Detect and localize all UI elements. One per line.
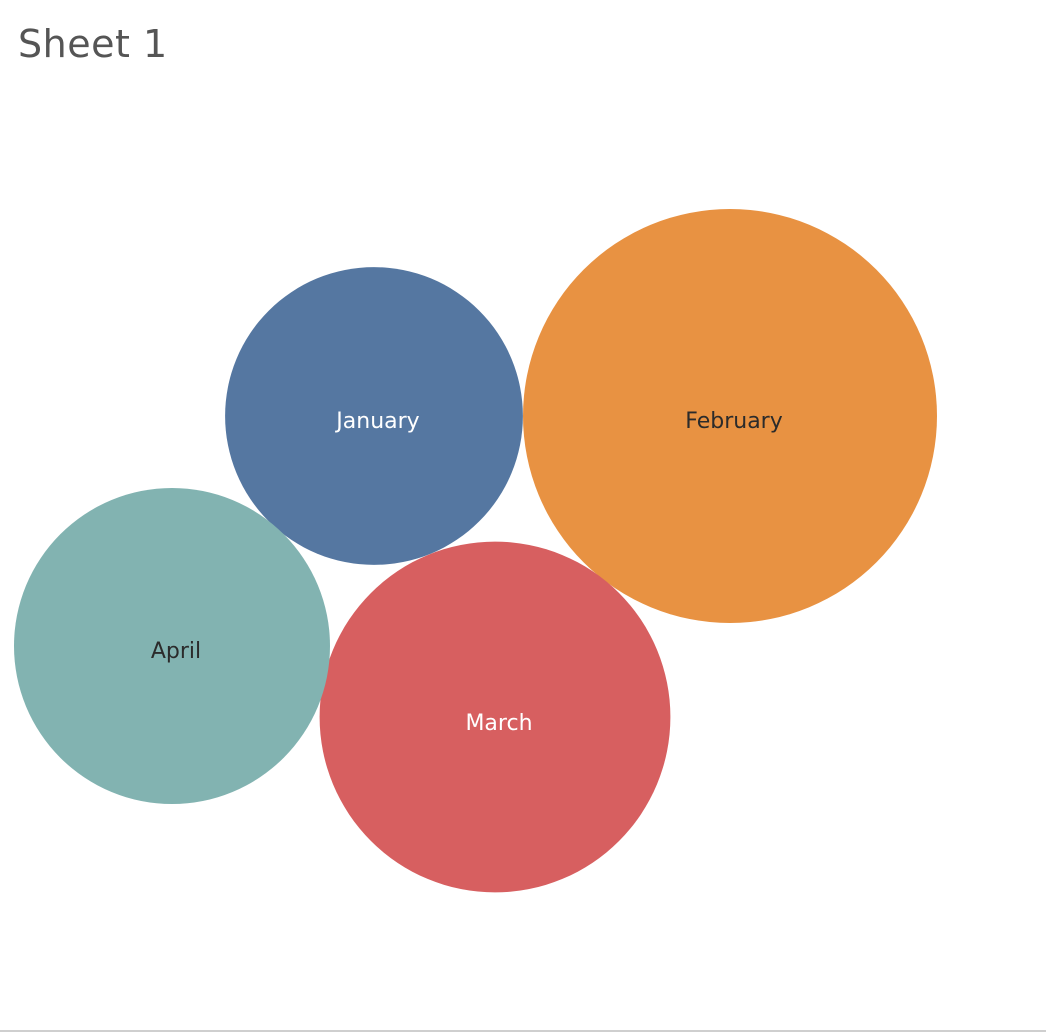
bottom-divider: [0, 1030, 1046, 1032]
bubble-march[interactable]: [319, 541, 671, 893]
bubble-label-march: March: [465, 711, 532, 736]
sheet-title: Sheet 1: [18, 22, 168, 66]
bubble-april[interactable]: [14, 488, 330, 804]
bubble-group: [14, 209, 937, 893]
bubble-label-group: January February March April: [151, 409, 783, 736]
bubble-january[interactable]: [225, 267, 523, 565]
bubble-label-january: January: [334, 409, 419, 434]
bubble-february[interactable]: [523, 209, 937, 623]
bubble-label-february: February: [685, 409, 783, 434]
bubble-label-april: April: [151, 639, 201, 664]
